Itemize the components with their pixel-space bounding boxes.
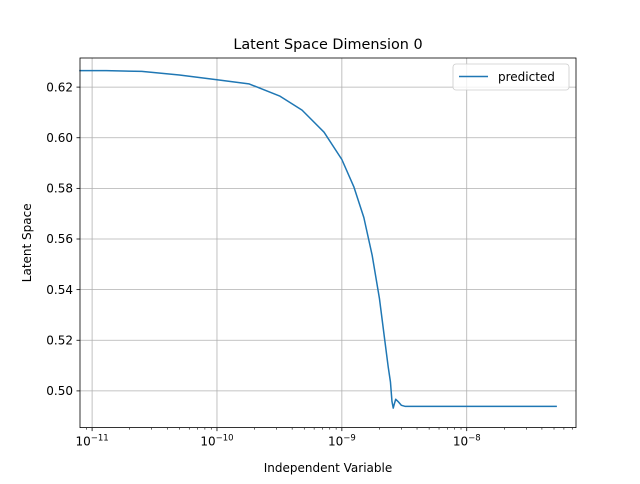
series-layer — [79, 69, 557, 409]
axes-frame — [79, 57, 577, 429]
chart-title: Latent Space Dimension 0 — [233, 37, 422, 53]
x-tick-label: 10−8 — [453, 434, 481, 449]
legend-box — [452, 63, 570, 91]
y-tick-label: 0.56 — [46, 232, 73, 246]
y-tick-label: 0.50 — [46, 384, 73, 398]
x-tick-label: 10−11 — [75, 434, 108, 449]
y-tick-label: 0.58 — [46, 182, 73, 196]
y-tick-label: 0.62 — [46, 80, 73, 94]
plot-area — [80, 58, 576, 428]
x-axis-label: Independent Variable — [264, 461, 392, 475]
legend: predicted — [452, 63, 570, 91]
y-tick-label: 0.54 — [46, 283, 73, 297]
x-tick-label: 10−10 — [200, 434, 233, 449]
y-tick-label: 0.52 — [46, 333, 73, 347]
x-axis-ticks: 10−11 10−10 10−9 10−8 — [75, 427, 573, 449]
series-line-predicted — [79, 69, 557, 409]
legend-label-predicted: predicted — [498, 70, 555, 84]
y-tick-label: 0.60 — [46, 131, 73, 145]
x-tick-label: 10−9 — [328, 434, 356, 449]
y-axis-label: Latent Space — [20, 203, 34, 282]
y-axis-ticks: 0.50 0.52 0.54 0.56 0.58 0.60 0.62 — [46, 80, 80, 398]
